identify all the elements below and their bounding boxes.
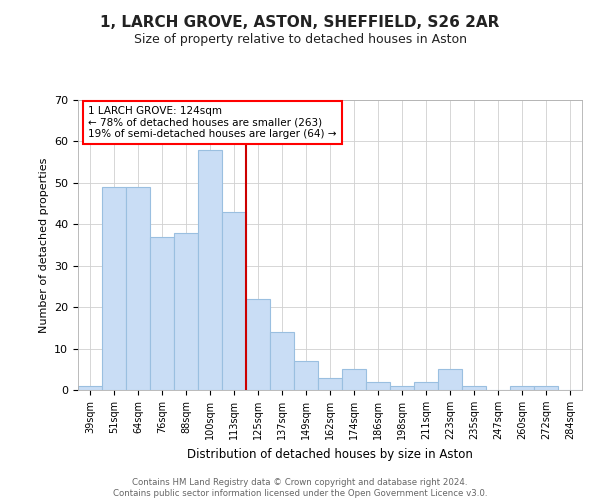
Y-axis label: Number of detached properties: Number of detached properties (38, 158, 49, 332)
Bar (222, 212, 246, 390)
Text: Size of property relative to detached houses in Aston: Size of property relative to detached ho… (133, 32, 467, 46)
Bar (318, 378, 342, 390)
Bar (294, 361, 318, 390)
Text: 1, LARCH GROVE, ASTON, SHEFFIELD, S26 2AR: 1, LARCH GROVE, ASTON, SHEFFIELD, S26 2A… (100, 15, 500, 30)
Bar (462, 386, 486, 390)
Bar (414, 382, 438, 390)
Bar (270, 332, 294, 390)
Bar (246, 299, 270, 390)
Bar (534, 386, 558, 390)
Bar (126, 187, 150, 390)
Bar (390, 386, 414, 390)
Bar (150, 236, 174, 390)
Bar (510, 386, 534, 390)
Bar (342, 370, 366, 390)
Bar (198, 150, 222, 390)
Bar (174, 232, 198, 390)
Bar (366, 382, 390, 390)
X-axis label: Distribution of detached houses by size in Aston: Distribution of detached houses by size … (187, 448, 473, 460)
Bar (78, 386, 102, 390)
Text: 1 LARCH GROVE: 124sqm
← 78% of detached houses are smaller (263)
19% of semi-det: 1 LARCH GROVE: 124sqm ← 78% of detached … (88, 106, 337, 139)
Bar (438, 370, 462, 390)
Bar (102, 187, 126, 390)
Text: Contains HM Land Registry data © Crown copyright and database right 2024.
Contai: Contains HM Land Registry data © Crown c… (113, 478, 487, 498)
